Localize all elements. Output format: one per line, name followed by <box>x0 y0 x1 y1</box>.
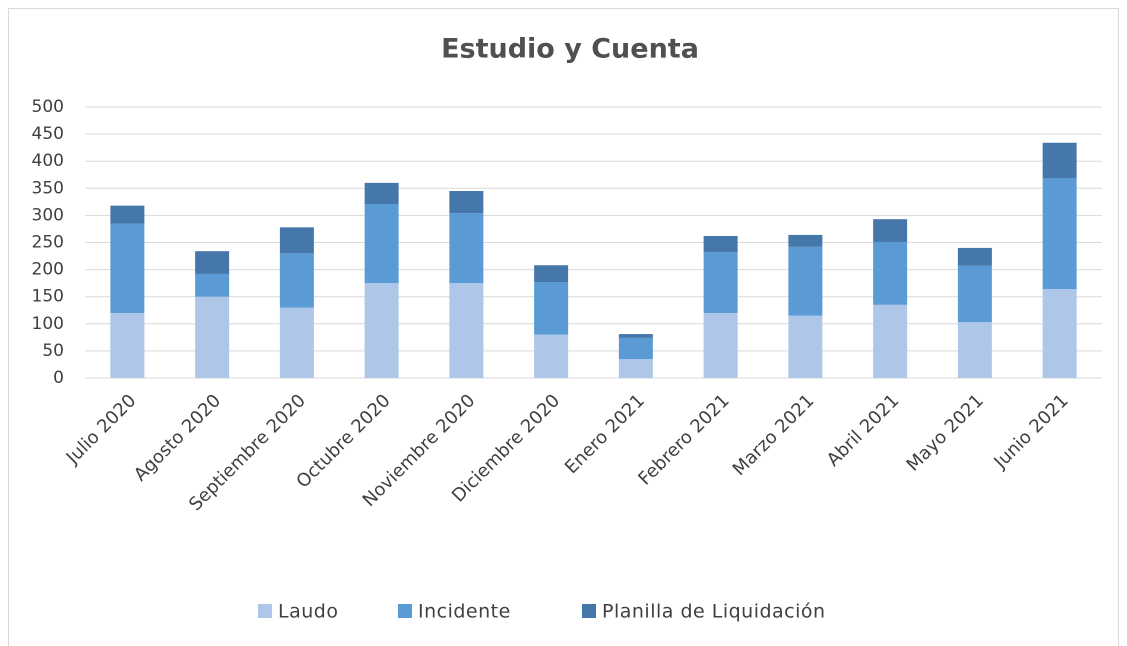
bar-segment <box>788 234 823 247</box>
bar-segment <box>1042 178 1077 290</box>
bar-segment <box>534 282 569 335</box>
y-tick-label: 400 <box>32 151 64 171</box>
chart-title: Estudio y Cuenta <box>441 34 699 65</box>
y-tick-label: 200 <box>32 260 64 280</box>
bar-segment <box>279 253 314 308</box>
bar-segment <box>279 307 314 378</box>
bar-segment <box>703 252 738 313</box>
y-tick-label: 500 <box>32 97 64 117</box>
bar-segment <box>110 205 145 224</box>
legend-swatch <box>258 604 272 618</box>
bar-segment <box>449 213 484 284</box>
y-tick-label: 0 <box>53 368 64 388</box>
bar-segment <box>873 241 908 305</box>
bar-segment <box>788 315 823 378</box>
y-tick-label: 300 <box>32 205 64 225</box>
bar-segment <box>788 246 823 316</box>
y-tick-label: 450 <box>32 124 64 144</box>
y-tick-label: 150 <box>32 287 64 307</box>
legend-label: Incidente <box>418 601 511 623</box>
legend-label: Laudo <box>278 601 338 623</box>
bar-segment <box>364 204 399 284</box>
bar-segment <box>957 265 992 323</box>
legend-swatch <box>398 604 412 618</box>
bar-segment <box>618 337 653 360</box>
bar-segment <box>873 219 908 242</box>
bar-segment <box>195 273 230 297</box>
bar-segment <box>110 223 145 313</box>
bar-segment <box>618 359 653 378</box>
bar-segment <box>449 283 484 378</box>
bar-segment <box>703 312 738 378</box>
bar-segment <box>1042 289 1077 378</box>
bar-segment <box>957 322 992 378</box>
bar-segment <box>449 191 484 214</box>
bar-segment <box>195 296 230 378</box>
legend-label: Planilla de Liquidación <box>602 601 826 623</box>
bar-segment <box>110 312 145 378</box>
bar-segment <box>364 182 399 205</box>
y-tick-label: 100 <box>32 314 64 334</box>
bar-segment <box>957 247 992 266</box>
bar-segment <box>873 304 908 378</box>
bar-segment <box>195 251 230 274</box>
bar-segment <box>364 283 399 378</box>
y-tick-label: 250 <box>32 233 64 253</box>
bar-segment <box>1042 142 1077 179</box>
y-tick-label: 50 <box>42 341 64 361</box>
legend-swatch <box>582 604 596 618</box>
bar-segment <box>534 265 569 283</box>
bar-segment <box>618 334 653 338</box>
y-tick-label: 350 <box>32 178 64 198</box>
bar-segment <box>534 334 569 378</box>
bar-segment <box>703 235 738 253</box>
bar-segment <box>279 227 314 254</box>
